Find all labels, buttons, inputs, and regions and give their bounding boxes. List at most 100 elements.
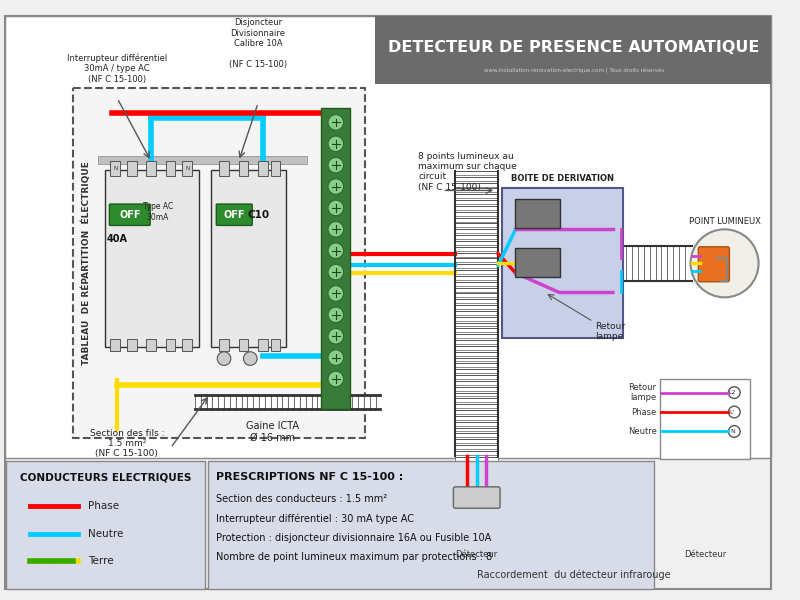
Circle shape [328, 136, 343, 152]
Bar [455, 311, 498, 315]
Bar [127, 339, 137, 351]
Text: Interrupteur différentiel
30mA / type AC
(NF C 15-100): Interrupteur différentiel 30mA / type AC… [67, 53, 167, 83]
Circle shape [328, 350, 343, 365]
Bar [219, 161, 229, 176]
Circle shape [328, 328, 343, 344]
Bar [455, 229, 498, 233]
Bar [455, 422, 498, 425]
Text: 8 points lumineux au
maximum sur chaque
circuit
(NF C 15-100): 8 points lumineux au maximum sur chaque … [418, 152, 517, 192]
Bar [455, 416, 498, 420]
Circle shape [328, 371, 343, 387]
Bar [455, 317, 498, 320]
FancyBboxPatch shape [110, 204, 150, 226]
FancyBboxPatch shape [322, 108, 350, 409]
Bar [455, 439, 498, 443]
Text: Section des conducteurs : 1.5 mm²: Section des conducteurs : 1.5 mm² [216, 494, 387, 503]
Bar [455, 433, 498, 437]
Bar [455, 194, 498, 198]
Bar [455, 457, 498, 461]
Bar [455, 270, 498, 274]
Text: L': L' [730, 410, 735, 415]
FancyBboxPatch shape [698, 247, 730, 282]
Circle shape [450, 489, 504, 543]
Bar [455, 276, 498, 280]
Bar [455, 218, 498, 221]
Text: POINT LUMINEUX: POINT LUMINEUX [689, 217, 761, 226]
Bar [455, 323, 498, 326]
Text: OFF: OFF [223, 210, 245, 220]
Circle shape [729, 387, 740, 398]
Bar [455, 334, 498, 338]
Bar [455, 305, 498, 309]
Circle shape [328, 200, 343, 216]
Circle shape [729, 425, 740, 437]
Bar [146, 339, 156, 351]
Bar [455, 264, 498, 268]
Text: Phase: Phase [88, 501, 119, 511]
Bar [455, 387, 498, 391]
Bar [455, 358, 498, 361]
Bar [455, 212, 498, 216]
Bar [455, 410, 498, 414]
Text: TABLEAU  DE RÉPARTITION  ÉLECTRIQUE: TABLEAU DE RÉPARTITION ÉLECTRIQUE [82, 161, 91, 365]
Bar [455, 404, 498, 408]
Text: Protection : disjoncteur divisionnaire 16A ou Fusible 10A: Protection : disjoncteur divisionnaire 1… [216, 533, 491, 542]
Text: Phase: Phase [631, 407, 657, 416]
Text: N: N [730, 429, 734, 434]
Bar [110, 161, 120, 176]
Circle shape [328, 264, 343, 280]
Bar [455, 293, 498, 298]
Bar [455, 392, 498, 397]
Text: CONDUCTEURS ELECTRIQUES: CONDUCTEURS ELECTRIQUES [20, 472, 191, 482]
Circle shape [328, 157, 343, 173]
Text: Neutre: Neutre [628, 427, 657, 436]
FancyBboxPatch shape [105, 170, 198, 347]
Circle shape [690, 229, 758, 298]
Bar [127, 161, 137, 176]
Circle shape [328, 286, 343, 301]
FancyBboxPatch shape [74, 88, 365, 438]
Bar [455, 451, 498, 455]
Bar [455, 287, 498, 292]
Text: Section des fils :
1.5 mm²
(NF C 15-100): Section des fils : 1.5 mm² (NF C 15-100) [90, 428, 164, 458]
Circle shape [328, 179, 343, 194]
Bar [166, 161, 175, 176]
Text: Type AC
30mA: Type AC 30mA [143, 202, 173, 221]
Bar [146, 161, 156, 176]
Bar [219, 339, 229, 351]
Circle shape [243, 352, 257, 365]
Text: Nombre de point lumineux maximum par protections : 8: Nombre de point lumineux maximum par pro… [216, 552, 493, 562]
Text: Raccordement  du détecteur infrarouge: Raccordement du détecteur infrarouge [477, 569, 670, 580]
Text: PRESCRIPTIONS NF C 15-100 :: PRESCRIPTIONS NF C 15-100 : [216, 472, 403, 482]
Bar [455, 282, 498, 286]
Bar [455, 188, 498, 193]
FancyBboxPatch shape [207, 461, 654, 589]
FancyBboxPatch shape [374, 16, 771, 83]
Text: Retour
lampe: Retour lampe [595, 322, 626, 341]
Bar [238, 161, 248, 176]
FancyBboxPatch shape [661, 379, 750, 458]
Bar [166, 339, 175, 351]
Bar [455, 171, 498, 175]
Bar [455, 259, 498, 262]
Circle shape [328, 221, 343, 237]
Bar [270, 339, 281, 351]
Text: BOITE DE DERIVATION: BOITE DE DERIVATION [510, 173, 614, 182]
Bar [455, 206, 498, 210]
Bar [182, 161, 192, 176]
Text: 40A: 40A [106, 234, 128, 244]
Bar [455, 235, 498, 239]
FancyBboxPatch shape [502, 188, 622, 338]
Bar [455, 375, 498, 379]
Bar [455, 299, 498, 303]
Text: Disjoncteur
Divisionnaire
Calibre 10A

(NF C 15-100): Disjoncteur Divisionnaire Calibre 10A (N… [229, 19, 287, 69]
FancyBboxPatch shape [454, 487, 500, 508]
Text: www.installation-renovation-electrique.com | Tous droits réservés: www.installation-renovation-electrique.c… [484, 68, 664, 74]
Bar [258, 339, 268, 351]
Bar [110, 339, 120, 351]
Bar [455, 200, 498, 204]
Bar [455, 328, 498, 332]
Text: N: N [113, 166, 118, 171]
Bar [98, 157, 306, 164]
FancyBboxPatch shape [514, 199, 560, 229]
